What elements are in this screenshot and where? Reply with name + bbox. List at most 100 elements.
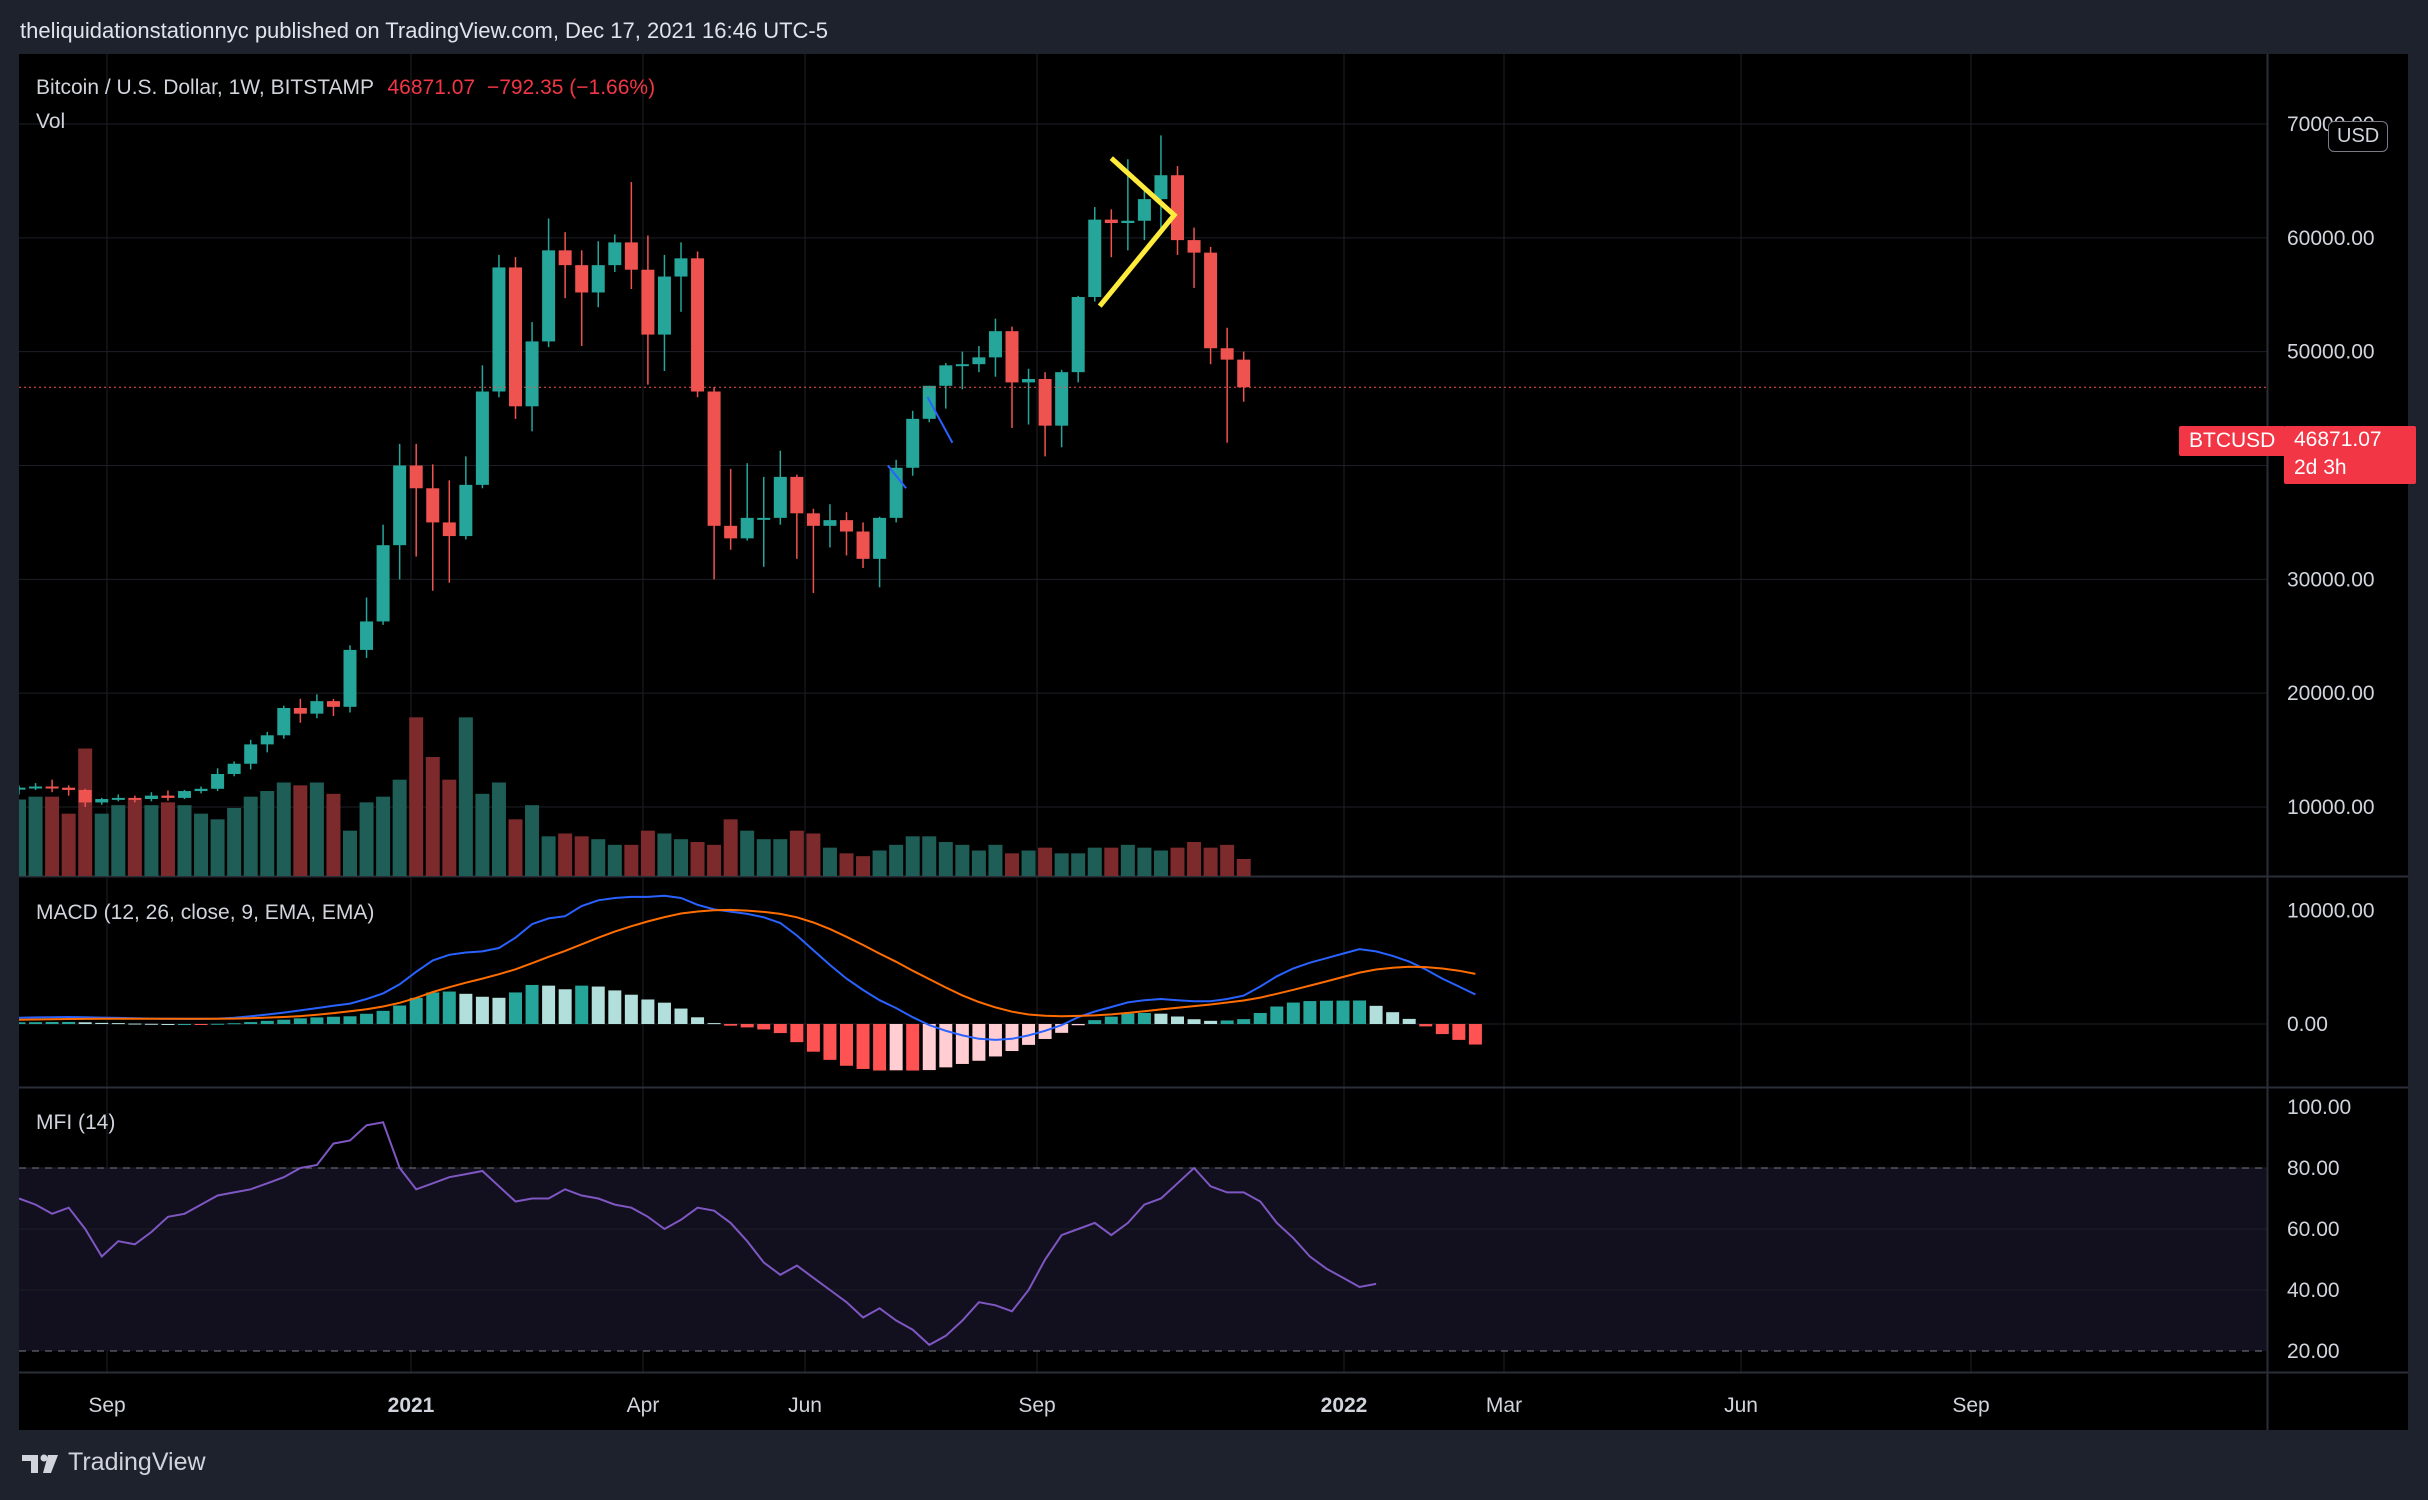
mfi-tick-label: 20.00 xyxy=(2287,1340,2340,1363)
candle-body xyxy=(310,701,324,714)
candle-body xyxy=(873,517,887,559)
chart-canvas[interactable]: 70000.0060000.0050000.0040000.0030000.00… xyxy=(19,54,2408,1430)
candle-body xyxy=(608,242,622,266)
volume-bar xyxy=(425,757,440,876)
candle-body xyxy=(757,517,771,520)
macd-histogram-bar xyxy=(1353,1000,1367,1024)
chart-frame[interactable]: 70000.0060000.0050000.0040000.0030000.00… xyxy=(19,54,2416,1430)
macd-histogram-bar xyxy=(1369,1005,1383,1024)
macd-histogram-bar xyxy=(1402,1018,1416,1024)
candle-body xyxy=(1171,175,1184,241)
candle-body xyxy=(740,517,754,539)
candle-body xyxy=(840,520,853,532)
volume-bar xyxy=(690,842,705,876)
candle-body xyxy=(178,791,191,798)
volume-bar xyxy=(1203,847,1218,876)
volume-bar xyxy=(1087,847,1102,876)
macd-histogram-bar xyxy=(724,1024,738,1026)
volume-bar xyxy=(525,805,540,876)
macd-tick-label: 0.00 xyxy=(2287,1013,2328,1036)
candle-body xyxy=(1055,372,1069,426)
macd-histogram-bar xyxy=(1452,1024,1466,1040)
macd-histogram-bar xyxy=(492,997,506,1024)
candle-body xyxy=(426,488,440,523)
candle-body xyxy=(144,795,158,800)
volume-bar xyxy=(1137,847,1152,876)
volume-bar xyxy=(260,791,275,876)
candle-body xyxy=(955,364,969,367)
volume-bar xyxy=(458,717,473,876)
macd-histogram-bar xyxy=(757,1024,771,1030)
volume-bar xyxy=(475,793,490,876)
macd-histogram-bar xyxy=(19,1022,26,1024)
candle-body xyxy=(111,797,125,800)
candle-body xyxy=(95,799,109,803)
candle-body xyxy=(939,365,953,386)
volume-bar xyxy=(1038,847,1053,876)
bar-countdown: 2d 3h xyxy=(2294,456,2347,479)
mfi-tick-label: 60.00 xyxy=(2287,1218,2340,1241)
macd-histogram-bar xyxy=(856,1024,870,1069)
volume-bar xyxy=(822,847,837,876)
yellow-wedge-drawing xyxy=(1097,156,1178,308)
macd-histogram-bar xyxy=(641,999,655,1024)
macd-histogram-bar xyxy=(293,1018,307,1024)
candle-body xyxy=(773,476,787,518)
macd-histogram-bar xyxy=(376,1010,390,1024)
candle-body xyxy=(45,786,59,789)
candle-body xyxy=(790,476,804,514)
candle-body xyxy=(1005,331,1019,383)
volume-bar xyxy=(839,853,854,876)
volume-bar xyxy=(1153,850,1168,876)
volume-bar xyxy=(19,799,26,876)
macd-histogram-bar xyxy=(459,993,473,1024)
candle-body xyxy=(575,265,589,293)
candle-body xyxy=(475,391,489,485)
volume-bar xyxy=(127,799,142,876)
candle-body xyxy=(211,773,225,789)
candle-body xyxy=(509,267,522,407)
macd-histogram-bar xyxy=(1286,1002,1300,1024)
macd-histogram-bar xyxy=(1386,1012,1400,1024)
macd-histogram-bar xyxy=(1154,1013,1168,1024)
volume-bar xyxy=(210,819,225,876)
macd-histogram-bar xyxy=(161,1024,175,1025)
mfi-band-fill xyxy=(19,1168,2267,1351)
candle-body xyxy=(641,269,655,335)
volume-bar xyxy=(326,793,341,876)
candle-body xyxy=(806,513,820,526)
macd-histogram-bar xyxy=(45,1021,59,1024)
volume-bar xyxy=(607,844,622,876)
macd-histogram-bar xyxy=(691,1017,705,1024)
volume-bar xyxy=(988,844,1003,876)
volume-bar xyxy=(806,833,821,876)
candle-body xyxy=(1088,219,1102,298)
volume-bar xyxy=(508,819,523,876)
candle-body xyxy=(1204,252,1218,349)
macd-histogram-bar xyxy=(806,1024,820,1052)
price-tick-label: 60000.00 xyxy=(2287,227,2375,250)
macd-histogram-bar xyxy=(1005,1024,1019,1052)
price-tick-label: 20000.00 xyxy=(2287,682,2375,705)
candle-body xyxy=(542,250,556,342)
volume-bar xyxy=(243,796,258,876)
candle-body xyxy=(1022,378,1036,383)
macd-histogram-bar xyxy=(509,992,522,1024)
tradingview-logo[interactable]: TradingView xyxy=(20,1448,206,1477)
volume-bar xyxy=(1120,844,1135,876)
candle-body xyxy=(409,465,423,489)
time-tick-label: Apr xyxy=(627,1394,660,1417)
candle-body xyxy=(161,795,175,798)
currency-button[interactable]: USD xyxy=(2328,121,2389,152)
volume-bar xyxy=(905,836,920,876)
volume-bar xyxy=(359,802,374,876)
candle-body xyxy=(657,276,671,335)
volume-bar xyxy=(78,748,93,876)
macd-histogram-bar xyxy=(409,997,423,1024)
macd-histogram-bar xyxy=(1171,1016,1184,1024)
price-tick-label: 30000.00 xyxy=(2287,568,2375,591)
candle-body xyxy=(1121,220,1135,224)
candle-body xyxy=(856,531,870,559)
macd-histogram-bar xyxy=(542,985,556,1024)
candle-body xyxy=(624,242,638,270)
